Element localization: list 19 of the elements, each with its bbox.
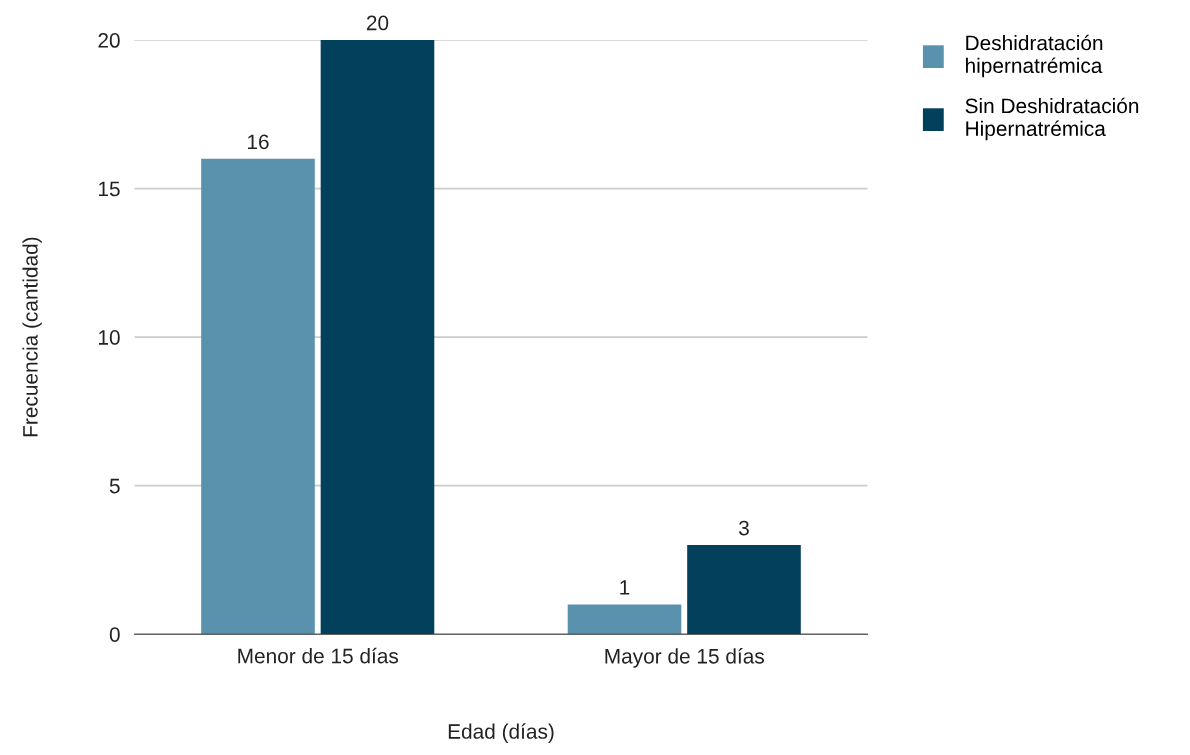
y-tick-label: 15 [99,181,120,197]
y-tick-label: 20 [98,33,120,48]
x-tick-label: Menor de 15 días [238,647,399,664]
bar [201,158,315,635]
x-axis-title: Edad (días) [448,723,554,743]
legend-label: Sin Deshidratación Hipernatrémica [965,97,1139,141]
data-label: 1 [620,580,630,595]
bar [320,40,435,635]
y-tick-label: 0 [109,627,120,642]
bar [567,604,682,635]
data-label: 20 [366,15,389,31]
y-axis-title: Frecuencia (cantidad) [22,237,42,437]
y-tick-label: 10 [99,330,120,345]
y-tick-label: 5 [109,478,120,494]
x-tick-label: Mayor de 15 días [605,648,764,668]
bar [687,545,801,635]
legend-label: Deshidratación hipernatrémica [966,34,1103,78]
data-label: 16 [247,134,269,150]
data-label: 3 [738,520,749,536]
